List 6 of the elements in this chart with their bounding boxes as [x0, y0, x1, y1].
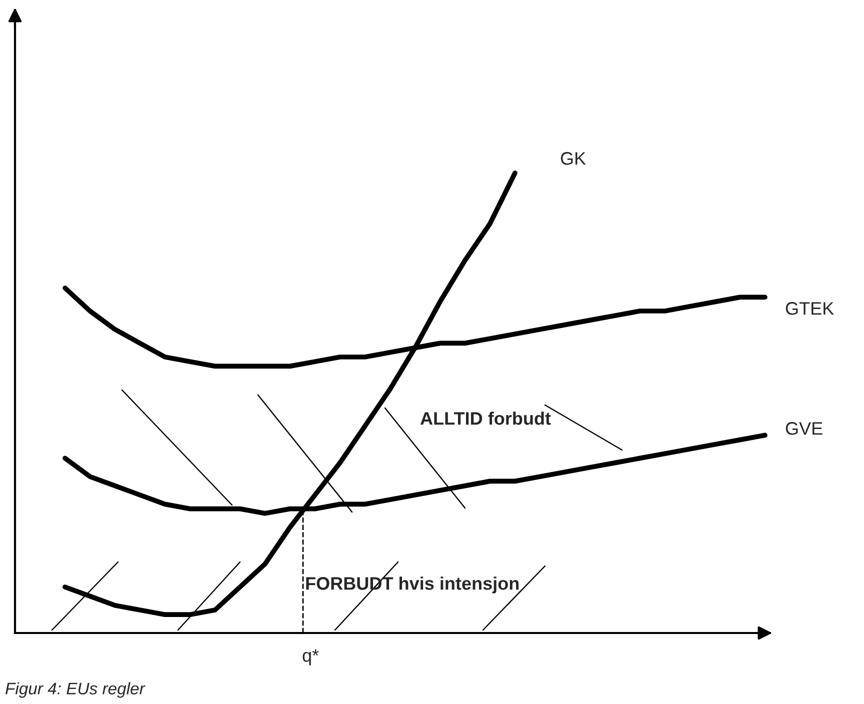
series-label: GTEK [786, 302, 834, 315]
text: GK [560, 152, 586, 165]
series-label: GVE [786, 422, 822, 435]
annotation: ALLTID forbudt [420, 412, 551, 425]
text: q* [302, 649, 319, 666]
text: Figur 4: EUs regler [6, 682, 146, 698]
